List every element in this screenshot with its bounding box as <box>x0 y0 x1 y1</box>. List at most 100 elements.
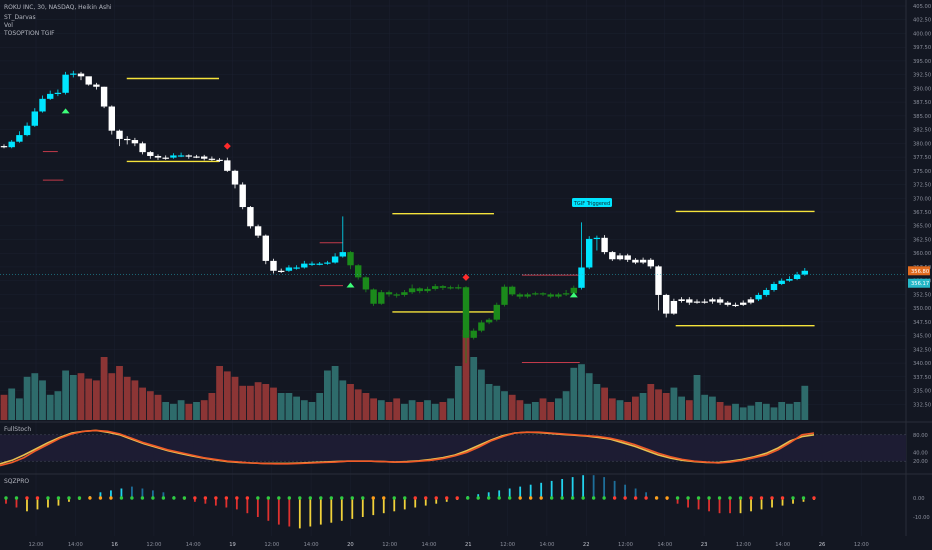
volume-bar <box>516 400 524 420</box>
volume-bar <box>200 400 208 420</box>
squeeze-dot <box>298 496 302 500</box>
squeeze-dot <box>791 496 795 500</box>
sqz-tick-label: 0.00 <box>913 496 925 502</box>
fullstoch-label[interactable]: FullStoch <box>4 426 32 433</box>
volume-bar <box>693 375 701 420</box>
volume-bar <box>339 380 347 420</box>
squeeze-dot <box>623 496 627 500</box>
volume-bar <box>616 400 624 420</box>
price-tick-label: 392.50 <box>913 73 931 79</box>
squeeze-dot <box>591 496 596 500</box>
volume-bar <box>31 373 39 420</box>
volume-bar <box>254 382 262 420</box>
momentum-bar <box>571 477 574 498</box>
candle-body <box>185 155 192 157</box>
momentum-bar <box>246 498 249 514</box>
momentum-bar <box>256 498 259 517</box>
squeeze-dot <box>35 496 40 500</box>
time-tick-label: 14:00 <box>657 542 672 548</box>
momentum-bar <box>235 498 238 510</box>
volume-bar <box>555 398 562 420</box>
candle-body <box>216 159 223 162</box>
candle-body <box>355 265 362 278</box>
price-tick-label: 402.50 <box>913 18 931 24</box>
squeeze-dot <box>455 496 459 500</box>
price-tick-label: 372.50 <box>913 183 931 189</box>
candle-body <box>278 270 285 272</box>
candle-body <box>455 287 462 289</box>
candle-body <box>85 76 92 85</box>
momentum-bar <box>676 498 679 504</box>
momentum-bar <box>781 498 784 506</box>
candle-body <box>462 287 470 338</box>
momentum-bar <box>5 498 7 504</box>
momentum-bar <box>141 488 144 498</box>
squeeze-dot <box>497 496 501 500</box>
volume-bar <box>416 402 424 420</box>
signal-markers <box>61 108 578 298</box>
squeeze-dot <box>812 496 816 500</box>
squeeze-dot <box>780 496 785 500</box>
candle-body <box>470 330 477 338</box>
volume-bar <box>162 402 170 420</box>
volume-bar <box>662 393 670 420</box>
time-tick-label: 12:00 <box>29 542 44 548</box>
time-tick-label: 14:00 <box>186 542 201 548</box>
candle-body <box>632 259 639 263</box>
volume-bar <box>531 402 539 420</box>
candle-body <box>331 256 339 263</box>
candle-body <box>154 155 162 158</box>
candle-body <box>262 235 269 261</box>
candle-body <box>732 304 739 307</box>
time-tick-label: 12:00 <box>736 542 751 548</box>
squeeze-dot <box>277 496 281 500</box>
sqzpro-label[interactable]: SQZPRO <box>4 478 30 485</box>
volume-bar <box>485 384 493 420</box>
candle-body <box>755 294 762 300</box>
volume-bar <box>593 384 601 420</box>
candle-body <box>201 156 208 159</box>
volume-bar <box>585 373 593 420</box>
price-tick-label: 362.50 <box>913 237 931 243</box>
sell-signal-icon <box>223 142 231 150</box>
squeeze-dot <box>14 496 19 500</box>
volume-bar <box>601 387 608 420</box>
volume-bar <box>431 403 439 420</box>
squeeze-dot <box>686 496 690 500</box>
candle-body <box>639 259 647 263</box>
indicator-tosoption-tgif[interactable]: TOSOPTION TGIF <box>4 30 55 37</box>
candle-body <box>362 277 370 290</box>
squeeze-dot <box>182 496 187 500</box>
volume-bar <box>401 403 408 420</box>
volume-bar <box>247 385 254 420</box>
time-tick-label: 12:00 <box>618 542 633 548</box>
candle-body <box>485 319 493 323</box>
candle-body <box>231 170 239 185</box>
candle-body <box>23 125 31 136</box>
candle-body <box>47 93 54 99</box>
volume-bar <box>724 405 732 420</box>
tgif-levels <box>42 151 580 364</box>
symbol-legend[interactable]: ROKU INC, 30, NASDAQ, Heikin Ashi <box>4 4 112 11</box>
volume-bar <box>23 376 31 420</box>
squeeze-dot <box>214 496 218 500</box>
volume-bar <box>108 373 116 420</box>
squeeze-dot <box>466 496 470 500</box>
candle-body <box>793 274 801 280</box>
price-tick-label: 390.00 <box>913 86 931 92</box>
volume-bar <box>462 330 470 420</box>
price-tick-label: 400.00 <box>913 31 931 37</box>
squeeze-dot <box>749 496 753 500</box>
sqz-tick-label: -10.00 <box>913 515 930 521</box>
volume-bar <box>285 393 293 420</box>
indicator-st-darvas[interactable]: ST_Darvas <box>4 14 36 21</box>
volume-bar <box>685 400 693 420</box>
time-axis[interactable]: 12:00 14:00 16 12:00 14:00 19 12:00 14:00 20 12:0… <box>29 542 869 548</box>
candle-body <box>663 294 670 314</box>
price-axis[interactable]: 405.00 402.50 400.00 397.50 395.00 392.50 390.… <box>0 4 931 521</box>
squeeze-dot <box>434 496 438 500</box>
indicator-vol[interactable]: Vol <box>4 22 13 29</box>
candle-body <box>786 279 793 281</box>
momentum-bar <box>445 498 448 502</box>
